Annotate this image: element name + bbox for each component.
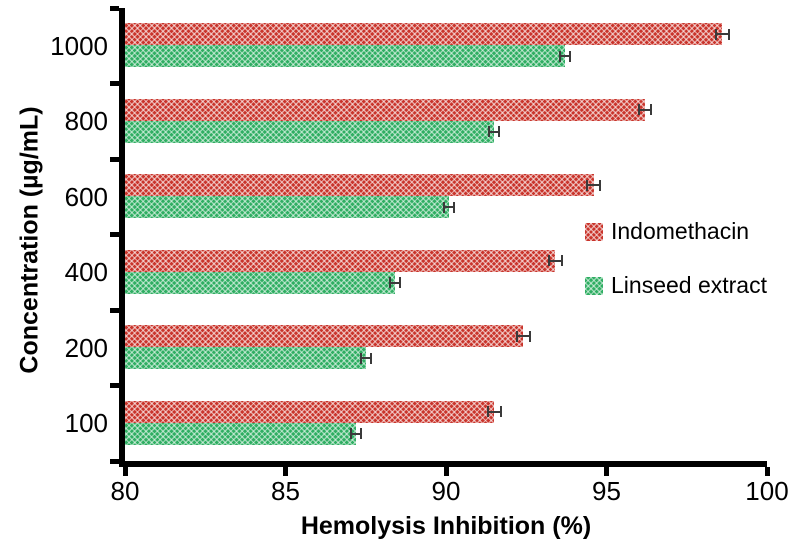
legend-label-linseed-extract: Linseed extract [611,272,767,298]
y-axis-tick [110,5,119,11]
legend-swatch-linseed-extract [585,276,603,295]
error-bar-cap [369,352,372,364]
x-axis-tick-label: 85 [271,476,300,506]
bar-linseed-extract-200 [125,347,366,369]
y-axis-tick [110,232,119,237]
plot-area [110,5,767,467]
error-bar-cap [443,201,446,213]
x-axis-tick [122,467,128,476]
error-bar-cap [488,126,491,137]
x-axis-tick [443,467,449,476]
error-bar [715,33,729,35]
y-axis-tick [110,458,119,464]
x-axis-tick-label: 95 [592,476,621,506]
bar-indomethacin-400 [125,249,556,272]
y-axis-category-labels: 1000 800 600 400 200 100 [0,8,112,461]
error-bar-cap [359,428,362,439]
error-bar [444,206,454,208]
error-bar [351,432,361,435]
error-bar-cap [599,179,602,191]
error-bar-cap [515,330,518,342]
error-bar [487,410,501,413]
y-axis-category-label: 100 [64,408,108,439]
y-axis-category-label: 600 [64,181,108,212]
legend-swatch-indomethacin [585,222,603,241]
legend-label-indomethacin: Indomethacin [611,218,750,244]
error-bar [389,281,400,284]
error-bar-cap [498,126,500,137]
error-bar-cap [560,255,563,266]
y-axis-tick [110,307,119,313]
bar-linseed-extract-1000 [125,45,565,67]
error-bar-cap [650,104,653,115]
legend-item-indomethacin: Indomethacin [585,218,767,245]
error-bar-cap [398,277,401,288]
y-axis-category-label: 800 [64,106,108,137]
y-axis-category-label: 200 [64,332,108,363]
bar-linseed-extract-600 [125,196,450,218]
error-bar-cap [714,28,717,40]
bar-indomethacin-1000 [125,23,723,45]
x-axis-tick-label: 90 [431,476,461,506]
error-bar [516,335,530,337]
error-bar-cap [350,428,353,439]
y-axis-tick [110,383,119,388]
bar-indomethacin-100 [125,400,495,423]
error-bar-cap [586,179,589,191]
x-axis-ticks: 80 85 90 95 100 [111,467,789,512]
error-bar [489,130,499,133]
x-axis-tick-label: 100 [745,476,789,506]
x-axis-tick [283,467,288,476]
x-axis-tick [604,467,609,476]
error-bar-cap [499,406,502,417]
error-bar-cap [727,28,730,40]
legend: Indomethacin Linseed extract [585,218,767,326]
bar-linseed-extract-400 [125,271,395,294]
error-bar-cap [359,352,362,364]
bar-indomethacin-800 [125,98,645,121]
y-axis-category-label: 400 [64,257,108,288]
x-axis-title: Hemolysis Inhibition (%) [300,512,592,540]
error-bar-cap [568,50,571,62]
error-bar [560,55,570,57]
error-bar-cap [637,104,640,115]
legend-item-linseed-extract: Linseed extract [585,272,767,299]
error-bar-cap [388,277,391,288]
bar-indomethacin-200 [125,325,523,347]
bar-linseed-extract-100 [125,422,357,445]
bar-linseed-extract-800 [125,120,495,143]
error-bar [548,259,562,262]
y-axis-tick [110,81,119,86]
error-bar [638,108,652,111]
error-bar-cap [559,50,561,62]
error-bar-cap [486,406,489,417]
y-axis-tick [110,156,119,162]
error-bar-cap [453,201,455,213]
x-axis-tick [764,467,770,476]
error-bar [587,184,600,186]
x-axis-tick-label: 80 [110,476,140,506]
error-bar-cap [528,330,531,342]
y-axis-category-label: 1000 [50,30,108,61]
error-bar-cap [547,255,550,266]
bar-indomethacin-600 [125,174,594,196]
error-bar [360,357,371,359]
